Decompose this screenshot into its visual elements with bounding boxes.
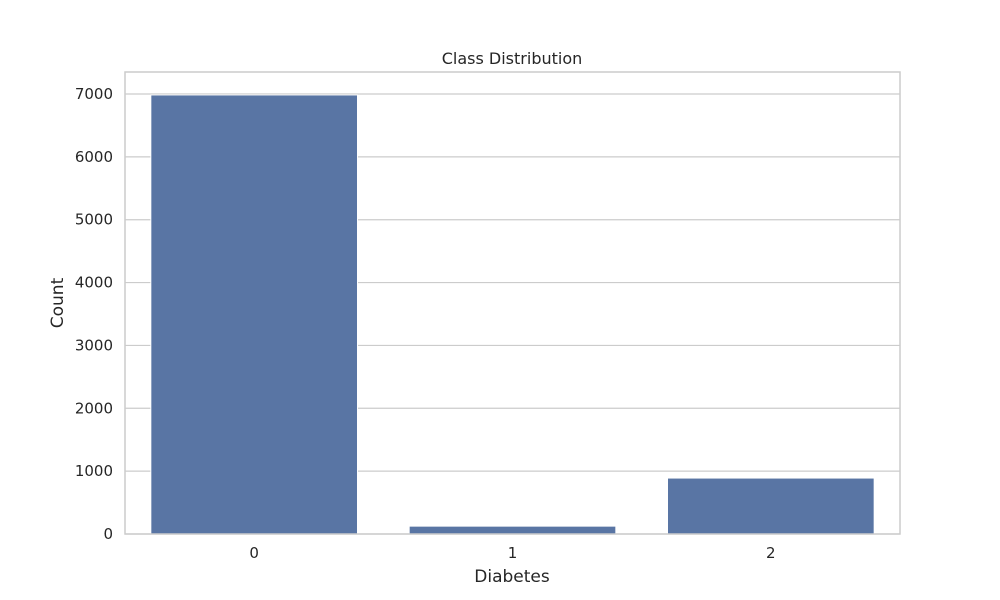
y-tick-label: 2000 xyxy=(75,399,113,417)
x-tick-label: 0 xyxy=(249,544,259,562)
x-tick-labels: 0 1 2 xyxy=(249,544,775,562)
bar-0 xyxy=(150,94,358,535)
x-axis-label: Diabetes xyxy=(474,567,550,587)
bar-1 xyxy=(408,525,617,535)
y-tick-label: 4000 xyxy=(75,274,113,292)
y-tick-labels: 0 1000 2000 3000 4000 5000 6000 7000 xyxy=(75,85,113,543)
y-tick-label: 5000 xyxy=(75,211,113,229)
y-tick-label: 1000 xyxy=(75,462,113,480)
chart-title: Class Distribution xyxy=(442,49,583,68)
y-tick-label: 3000 xyxy=(75,336,113,354)
y-tick-label: 0 xyxy=(103,525,113,543)
plot-frame xyxy=(124,71,901,535)
bars xyxy=(150,94,875,535)
x-tick-label: 1 xyxy=(508,544,518,562)
y-tick-label: 6000 xyxy=(75,148,113,166)
y-axis-label: Count xyxy=(48,277,68,328)
bar-2 xyxy=(667,477,875,535)
y-tick-label: 7000 xyxy=(75,85,113,103)
x-tick-label: 2 xyxy=(766,544,776,562)
